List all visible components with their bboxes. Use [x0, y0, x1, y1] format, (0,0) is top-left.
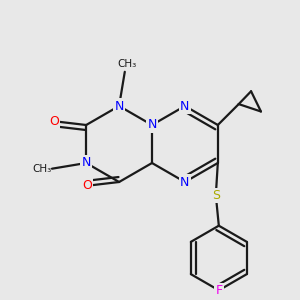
Text: CH₃: CH₃	[117, 59, 136, 69]
Text: N: N	[114, 100, 124, 112]
Text: O: O	[82, 179, 92, 192]
Text: N: N	[82, 157, 91, 169]
Text: CH₃: CH₃	[32, 164, 52, 174]
Text: F: F	[215, 284, 222, 297]
Text: N: N	[180, 176, 190, 188]
Text: S: S	[212, 189, 220, 202]
Text: O: O	[49, 115, 59, 128]
Text: N: N	[147, 118, 157, 131]
Text: N: N	[180, 100, 190, 112]
